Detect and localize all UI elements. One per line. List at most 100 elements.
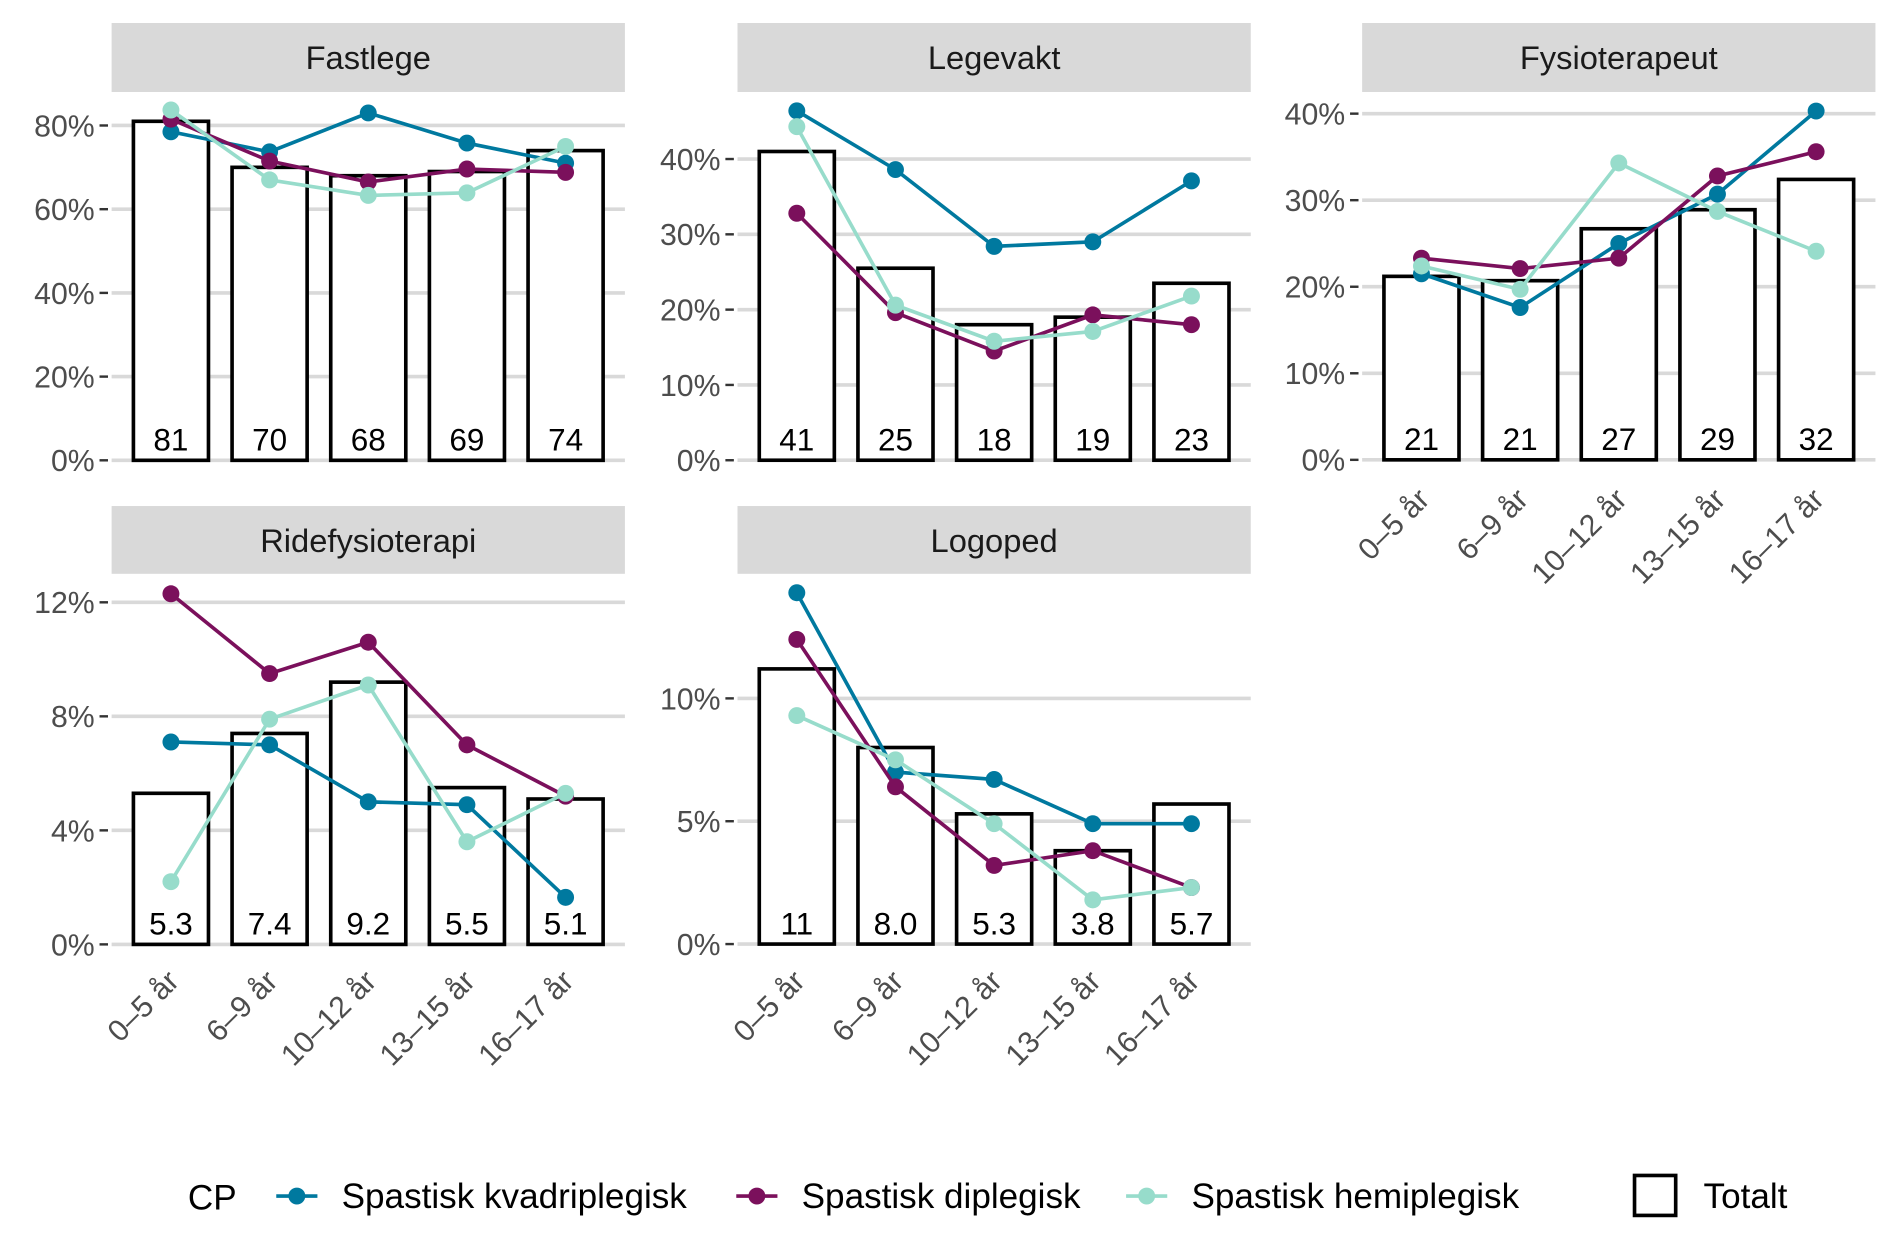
point — [788, 102, 806, 120]
panel-title: Fastlege — [306, 39, 431, 76]
bar-label: 5.7 — [1170, 906, 1214, 941]
point — [1610, 249, 1628, 267]
x-tick-label: 0–5 år — [727, 965, 811, 1049]
x-tick-label: 6–9 år — [200, 965, 284, 1049]
point — [162, 101, 180, 119]
point — [788, 630, 806, 648]
y-tick-label: 8% — [51, 701, 95, 734]
point — [557, 888, 575, 906]
panel-ridefysioterapi: Ridefysioterapi 0% 4% 8% 12% 5.3 7.4 9.2 5.5 5.1 0… — [34, 506, 625, 1072]
point — [458, 736, 476, 754]
panel-title: Logoped — [931, 522, 1058, 559]
bar-totalt — [954, 812, 1034, 946]
bar-totalt — [1776, 177, 1856, 462]
bar-label: 5.5 — [445, 907, 489, 942]
panel-logoped: Logoped 0% 5% 10% 11 8.0 5.3 3.8 5.7 0–5 år 6–9 år… — [660, 506, 1251, 1072]
bar-label: 5.3 — [972, 906, 1016, 941]
point — [788, 584, 806, 602]
bar-label: 18 — [977, 423, 1012, 458]
point — [1412, 257, 1430, 275]
point — [886, 751, 904, 769]
y-tick-label: 0% — [51, 445, 95, 478]
x-tick-label: 16–17 år — [1098, 965, 1206, 1073]
point — [1084, 815, 1102, 833]
y-tick-label: 60% — [34, 194, 95, 227]
y-tick-label: 0% — [51, 929, 95, 962]
bar-label: 5.3 — [149, 907, 193, 942]
legend-key-icon — [736, 1187, 778, 1205]
point — [985, 856, 1003, 874]
point — [1807, 242, 1825, 260]
point — [1708, 185, 1726, 203]
point — [261, 152, 279, 170]
point — [788, 118, 806, 136]
y-tick-label: 40% — [34, 278, 95, 311]
point — [458, 796, 476, 814]
panel-title: Legevakt — [928, 39, 1061, 76]
strip — [737, 23, 1251, 93]
point — [1182, 287, 1200, 305]
point — [886, 763, 904, 781]
point — [359, 793, 377, 811]
point — [985, 815, 1003, 833]
legend: CP Spastisk kvadriplegisk Spastisk diplegi… — [188, 1173, 1788, 1217]
x-tick-label: 13–15 år — [1624, 483, 1732, 591]
bar-label: 74 — [548, 423, 583, 458]
legend-key-icon — [276, 1187, 318, 1205]
point — [1610, 234, 1628, 252]
y-tick-label: 30% — [660, 219, 721, 252]
panel-fastlege: Fastlege 0% 20% 40% 60% 80% 81 70 68 69 74 — [34, 23, 625, 478]
point — [1610, 154, 1628, 172]
y-tick-label: 40% — [660, 144, 721, 177]
point — [359, 633, 377, 651]
x-tick-label: 6–9 år — [826, 965, 910, 1049]
point — [1708, 202, 1726, 220]
x-tick-label: 10–12 år — [901, 965, 1009, 1073]
bar-totalt — [131, 119, 211, 463]
point — [886, 778, 904, 796]
point — [1084, 233, 1102, 251]
bar-totalt — [427, 169, 507, 463]
bar-label: 21 — [1503, 422, 1538, 457]
point — [557, 137, 575, 155]
x-tick-label: 13–15 år — [1000, 965, 1108, 1073]
point — [162, 123, 180, 141]
legend-label: Totalt — [1704, 1177, 1788, 1216]
point — [557, 784, 575, 802]
bar-totalt — [1152, 802, 1231, 946]
point — [359, 104, 377, 122]
bar-totalt — [230, 731, 309, 947]
point — [1182, 815, 1200, 833]
point — [1511, 299, 1529, 316]
point — [1182, 316, 1200, 334]
bar-label: 19 — [1075, 423, 1110, 458]
bar-label: 32 — [1799, 422, 1834, 457]
strip — [111, 506, 625, 574]
point — [886, 161, 904, 179]
bar-label: 8.0 — [874, 906, 918, 941]
panel-title: Ridefysioterapi — [260, 522, 476, 559]
y-tick-label: 5% — [677, 806, 721, 839]
bar-totalt — [757, 149, 837, 463]
x-tick-label: 10–12 år — [275, 965, 383, 1073]
point — [1084, 842, 1102, 860]
y-tick-label: 20% — [1285, 272, 1346, 305]
bar-label: 7.4 — [248, 907, 292, 942]
point — [1084, 306, 1102, 324]
y-tick-label: 10% — [660, 683, 721, 716]
y-tick-label: 10% — [660, 370, 721, 403]
point — [359, 173, 377, 191]
y-tick-label: 12% — [34, 587, 95, 620]
point — [788, 707, 806, 725]
point — [985, 770, 1003, 788]
bar-totalt — [1053, 315, 1133, 463]
bar-label: 3.8 — [1071, 906, 1115, 941]
bar-label: 41 — [779, 423, 814, 458]
point — [1084, 322, 1102, 340]
legend-point — [748, 1187, 766, 1205]
point — [985, 332, 1003, 350]
bar-label: 69 — [449, 423, 484, 458]
point — [1182, 172, 1200, 190]
point — [261, 665, 279, 683]
strip — [1362, 23, 1876, 93]
